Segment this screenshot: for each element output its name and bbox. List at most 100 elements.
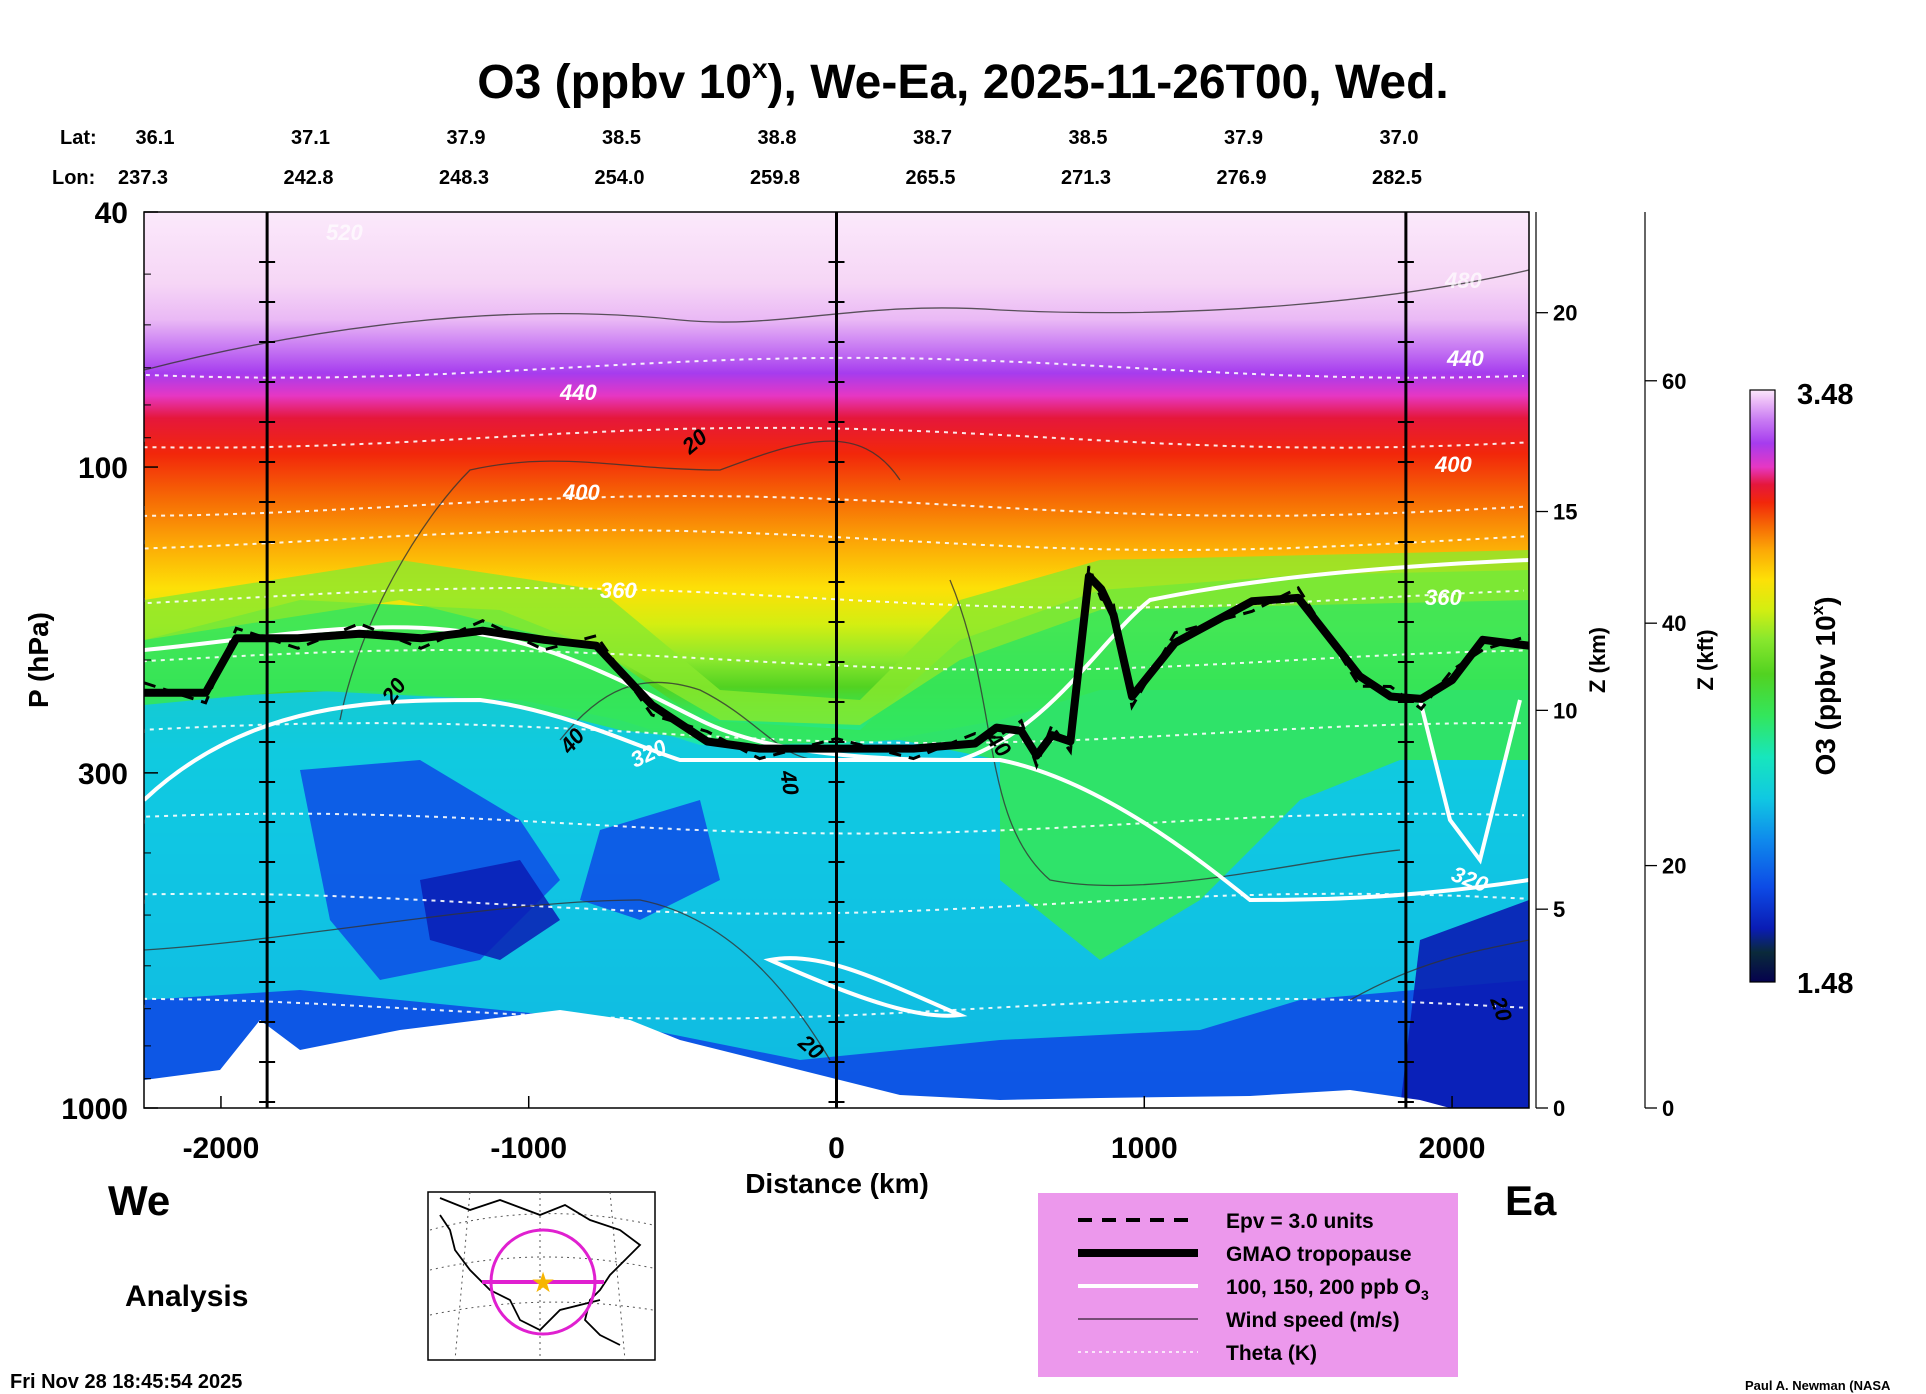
- y-tick-label: 100: [78, 452, 128, 485]
- legend-entries: Epv = 3.0 units GMAO tropopause 100, 150, …: [1078, 1210, 1429, 1365]
- plot-area: 320 320 360 360 400 400 440 440 480 520 …: [144, 212, 1529, 1108]
- theta-line: [144, 529, 1525, 552]
- y-tick-label: 300: [78, 758, 128, 791]
- x-tick-label: 2000: [1419, 1132, 1486, 1165]
- legend-label: GMAO tropopause: [1226, 1243, 1412, 1266]
- z-km-tick-label: 0: [1553, 1096, 1565, 1121]
- map-center-star-icon: ★: [530, 1267, 555, 1298]
- map-graticule: [429, 1191, 654, 1361]
- theta-line: [144, 426, 1525, 449]
- theta-label-360-a: 360: [600, 578, 637, 603]
- lat-value: 38.8: [758, 127, 797, 149]
- lon-value: 282.5: [1372, 167, 1422, 189]
- lon-value: 265.5: [905, 167, 955, 189]
- wind-contour-east: [949, 579, 1401, 887]
- contour-labels: 320 320 360 360 400 400 440 440 480 520: [326, 220, 1492, 898]
- wind-contour-20-upper: [144, 269, 1529, 371]
- theta-line: [144, 892, 1525, 915]
- lon-value: 259.8: [750, 167, 800, 189]
- lat-value: 37.9: [447, 127, 486, 149]
- west-label: We: [108, 1177, 170, 1224]
- wind-contour-20-low: [144, 899, 831, 1061]
- vertical-section-markers: [259, 212, 1414, 1108]
- credit: Paul A. Newman (NASA: [1745, 1378, 1891, 1393]
- lat-value: 37.9: [1224, 127, 1263, 149]
- theta-label-400-b: 400: [1434, 452, 1472, 477]
- lon-value: 271.3: [1061, 167, 1111, 189]
- lat-label: Lat:: [60, 127, 97, 149]
- lat-value: 36.1: [136, 127, 175, 149]
- z-km-axis: 0 5 10 15 20: [1536, 301, 1577, 1121]
- theta-label-480: 480: [1444, 268, 1482, 293]
- low-ozone-patch-mid: [580, 800, 720, 920]
- legend-label: Theta (K): [1226, 1342, 1317, 1365]
- chart-title: O3 (ppbv 10x), We-Ea, 2025-11-26T00, Wed…: [477, 53, 1449, 109]
- lat-value: 38.5: [1069, 127, 1108, 149]
- lon-value: 248.3: [439, 167, 489, 189]
- ozone-contour-lens: [763, 956, 968, 1018]
- lat-value: 38.7: [913, 127, 952, 149]
- lat-value: 37.0: [1380, 127, 1419, 149]
- z-kft-tick-label: 40: [1662, 611, 1686, 636]
- ozone-ppb-contours: [144, 558, 1529, 1018]
- z-km-tick-label: 15: [1553, 500, 1577, 525]
- legend-label: Wind speed (m/s): [1226, 1309, 1400, 1332]
- legend-label: Epv = 3.0 units: [1226, 1210, 1374, 1233]
- graticule-meridian-3: [609, 1191, 626, 1361]
- terrain-mask: [144, 1010, 1450, 1108]
- y-axis-label: P (hPa): [23, 612, 54, 708]
- x-tick-label: -2000: [183, 1132, 260, 1165]
- theta-line: [144, 494, 1525, 517]
- legend-label: 100, 150, 200 ppb O3: [1226, 1276, 1429, 1303]
- green-tropopause-band: [144, 570, 1529, 960]
- z-km-tick-label: 5: [1553, 897, 1565, 922]
- lon-value: 242.8: [283, 167, 333, 189]
- theta-label-360-b: 360: [1425, 585, 1462, 610]
- colorbar: [1749, 389, 1776, 983]
- y-tick-label: 1000: [61, 1093, 128, 1126]
- lat-value: 37.1: [291, 127, 330, 149]
- lon-value: 254.0: [594, 167, 644, 189]
- north-america-coastline: [439, 1197, 642, 1346]
- colorbar-max-label: 3.48: [1797, 379, 1853, 411]
- x-axis-label: Distance (km): [745, 1168, 929, 1199]
- graticule-meridian-1: [454, 1191, 471, 1361]
- z-kft-tick-label: 60: [1662, 369, 1686, 394]
- theta-label-520: 520: [326, 220, 363, 245]
- colorbar-title: O3 (ppbv 10x): [1808, 596, 1841, 775]
- x-tick-label: -1000: [490, 1132, 567, 1165]
- x-tick-label: 1000: [1111, 1132, 1178, 1165]
- legend: Epv = 3.0 units GMAO tropopause 100, 150, …: [1038, 1193, 1458, 1377]
- y-tick-label: 40: [95, 197, 128, 230]
- wind-contour-20-mid: [339, 440, 901, 721]
- lon-label: Lon:: [52, 167, 95, 189]
- theta-label-440-b: 440: [1446, 346, 1484, 371]
- theta-line: [144, 356, 1525, 379]
- z-km-tick-label: 20: [1553, 301, 1577, 326]
- lat-values: 36.1 37.1 37.9 38.5 38.8 38.7 38.5 37.9 37.0: [136, 127, 1419, 149]
- analysis-label: Analysis: [125, 1280, 248, 1313]
- x-tick-label: 0: [828, 1132, 845, 1165]
- lon-value: 276.9: [1216, 167, 1266, 189]
- lon-value: 237.3: [118, 167, 168, 189]
- theta-line: [144, 997, 1525, 1020]
- east-label: Ea: [1505, 1177, 1557, 1224]
- z-km-tick-label: 10: [1553, 698, 1577, 723]
- lat-value: 38.5: [602, 127, 641, 149]
- x-axis: -2000 -1000 0 1000 2000: [183, 1096, 1486, 1165]
- ozone-contour-upper: [144, 558, 1529, 763]
- wind-contour-east-low: [1349, 939, 1529, 1001]
- y-axis: 40 100 300 1000: [61, 197, 158, 1126]
- z-kft-tick-label: 20: [1662, 854, 1686, 879]
- theta-line: [144, 722, 1525, 745]
- theta-line: [144, 648, 1525, 671]
- theta-line: [144, 812, 1525, 835]
- low-ozone-patch-east: [1400, 900, 1529, 1108]
- z-kft-axis-label: Z (kft): [1693, 629, 1718, 690]
- ozone-contour-east: [1418, 699, 1522, 865]
- theta-label-400-a: 400: [562, 480, 600, 505]
- z-kft-tick-label: 0: [1662, 1096, 1674, 1121]
- lon-values: 237.3 242.8 248.3 254.0 259.8 265.5 271.3 276.9…: [118, 167, 1422, 189]
- colorbar-min-label: 1.48: [1797, 968, 1853, 1000]
